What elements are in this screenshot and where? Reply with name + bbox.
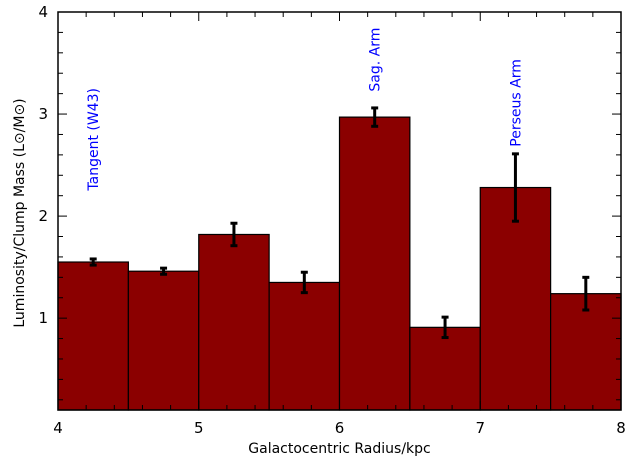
error-bars-layer (89, 106, 590, 340)
bars-layer (57, 116, 622, 411)
x-tick-label: 8 (616, 419, 626, 437)
annotation-1: Tangent (W43) (86, 88, 102, 192)
bar-3 (198, 233, 270, 411)
error-bar-6 (441, 315, 449, 340)
x-axis-label: Galactocentric Radius/kpc (248, 441, 430, 457)
annotation-2: Sag. Arm (368, 28, 384, 92)
y-axis-label: Luminosity/Clump Mass (L⊙/M⊙) (12, 98, 28, 327)
error-bar-3 (230, 221, 238, 248)
x-tick-label: 7 (475, 419, 485, 437)
error-bar-2 (160, 266, 168, 276)
y-tick-label: 1 (38, 309, 48, 327)
x-tick-label: 6 (335, 419, 345, 437)
bar-6 (409, 326, 481, 411)
error-bar-4 (300, 270, 308, 295)
annotation-3: Perseus Arm (508, 59, 524, 147)
bar-5 (338, 116, 411, 411)
y-tick-label: 3 (38, 105, 48, 123)
x-tick-label: 5 (194, 419, 204, 437)
error-bar-5 (371, 106, 379, 128)
x-tick-label: 4 (53, 419, 63, 437)
annotations-layer: Tangent (W43) Sag. Arm Perseus Arm (86, 28, 524, 192)
bar-4 (268, 281, 341, 411)
y-tick-label: 4 (38, 3, 48, 21)
bar-8 (550, 293, 622, 411)
ticks-layer (57, 11, 622, 410)
error-bar-8 (582, 275, 590, 312)
y-tick-label: 2 (38, 207, 48, 225)
bar-1 (57, 261, 129, 411)
error-bar-7 (511, 152, 519, 223)
bar-2 (127, 270, 200, 411)
error-bar-1 (89, 257, 97, 267)
tick-labels-layer: 4 5 6 7 8 1 2 3 4 (38, 3, 625, 437)
bar-7 (479, 186, 552, 411)
